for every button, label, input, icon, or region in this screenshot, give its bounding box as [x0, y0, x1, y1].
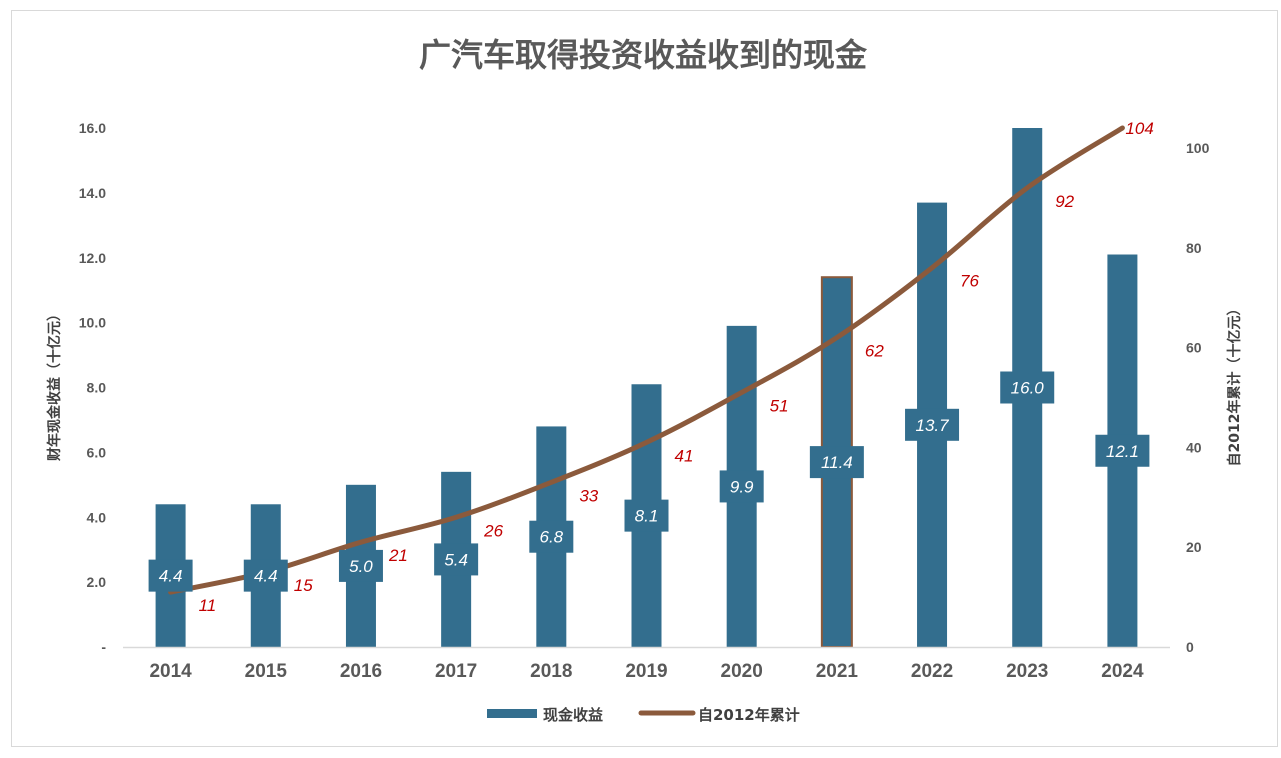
- line-data-label: 15: [294, 576, 313, 595]
- right-tick-label: 100: [1186, 140, 1210, 156]
- line-data-label: 92: [1055, 192, 1074, 211]
- cumulative-line: [168, 125, 1125, 595]
- right-axis-ticks: 0 20 40 60 80 100: [1186, 140, 1210, 655]
- bar-label-box: [148, 559, 193, 592]
- left-tick-label: 4.0: [87, 509, 107, 525]
- right-tick-label: 0: [1186, 639, 1194, 655]
- line-data-label: 11: [199, 596, 217, 615]
- x-tick-label: 2023: [1006, 661, 1048, 682]
- bar-label-text: 12.1: [1106, 442, 1139, 461]
- bar-label-text: 8.1: [635, 507, 659, 526]
- bar-data-label: 13.7: [905, 408, 960, 441]
- left-axis-ticks: - 2.0 4.0 6.0 8.0 10.0 12.0 14.0 16.0: [79, 120, 107, 655]
- left-tick-label: 16.0: [79, 120, 106, 136]
- line-data-label: 33: [579, 486, 598, 505]
- x-tick-label: 2022: [911, 661, 953, 682]
- x-tick-label: 2019: [625, 661, 667, 682]
- bar-label-text: 4.4: [159, 567, 183, 586]
- bar-label-box: [905, 408, 960, 441]
- bar-label-text: 9.9: [730, 477, 754, 496]
- left-tick-label: 2.0: [87, 574, 107, 590]
- bar-label-box: [529, 520, 574, 553]
- right-tick-label: 20: [1186, 539, 1202, 555]
- x-tick-label: 2015: [245, 661, 288, 682]
- bar-label-text: 11.4: [821, 453, 853, 472]
- right-axis-title: 自2012年累计（十亿元）: [1226, 302, 1243, 467]
- chart-title: 广汽车取得投资收益收到的现金: [419, 36, 868, 74]
- right-tick-label: 60: [1186, 340, 1202, 356]
- line-data-label: 104: [1125, 119, 1153, 138]
- right-tick-label: 40: [1186, 439, 1202, 455]
- bar-data-labels: 4.4 4.4 5.0 5.4 6.8 8.1 9.9 11.4 13.7 16.0 12.1: [148, 371, 1150, 592]
- legend-label-line: 自2012年累计: [698, 706, 800, 724]
- left-tick-label: 12.0: [79, 250, 106, 266]
- left-tick-label: 8.0: [87, 380, 107, 396]
- bar-data-label: 5.0: [338, 549, 383, 582]
- line-data-label: 26: [483, 521, 503, 540]
- bar-label-text: 5.4: [444, 550, 468, 569]
- left-axis-title: 财年现金收益（十亿元）: [46, 307, 63, 462]
- legend-label-bars: 现金收益: [543, 706, 603, 724]
- left-tick-label: 6.0: [87, 444, 107, 460]
- bar-label-box: [338, 549, 383, 582]
- bar-data-label: 4.4: [243, 559, 288, 592]
- x-tick-label: 2018: [530, 661, 572, 682]
- bar-data-label: 4.4: [148, 559, 193, 592]
- bar-series: [155, 128, 1138, 648]
- bar-label-text: 6.8: [539, 528, 563, 547]
- line-data-labels: 11 15 21 26 33 41 51 62 76 92 104: [199, 119, 1154, 615]
- x-tick-label: 2014: [149, 661, 192, 682]
- bar-label-text: 13.7: [915, 416, 949, 435]
- bar-data-label: 8.1: [624, 499, 669, 532]
- bar-data-label: 11.4: [809, 446, 864, 479]
- bar-data-label: 6.8: [529, 520, 574, 553]
- bar-label-box: [624, 499, 669, 532]
- bar-data-label: 12.1: [1095, 434, 1150, 467]
- line-series: [168, 125, 1125, 595]
- bar-data-label: 9.9: [719, 470, 764, 503]
- x-tick-label: 2024: [1101, 661, 1144, 682]
- bar-data-label: 16.0: [1000, 371, 1055, 404]
- bar-label-box: [1000, 371, 1055, 404]
- bar-label-text: 5.0: [349, 557, 373, 576]
- line-data-label: 41: [675, 446, 694, 465]
- line-data-label: 62: [865, 342, 884, 361]
- x-tick-label: 2016: [340, 661, 382, 682]
- bar-label-box: [434, 543, 479, 576]
- line-data-label: 76: [960, 272, 979, 291]
- legend: 现金收益 自2012年累计: [487, 706, 800, 724]
- bar-label-box: [809, 446, 864, 479]
- bar-data-label: 5.4: [434, 543, 479, 576]
- left-tick-label: -: [101, 639, 106, 655]
- x-tick-label: 2021: [816, 661, 859, 682]
- bar-label-box: [719, 470, 764, 503]
- x-tick-label: 2017: [435, 661, 477, 682]
- x-axis-ticks: 2014 2015 2016 2017 2018 2019 2020 2021 2022 2023…: [149, 661, 1144, 682]
- bar-label-box: [1095, 434, 1150, 467]
- right-tick-label: 80: [1186, 240, 1202, 256]
- left-tick-label: 10.0: [79, 315, 106, 331]
- bar-label-text: 4.4: [254, 567, 278, 586]
- line-data-label: 51: [770, 396, 789, 415]
- legend-swatch-bars: [487, 709, 537, 718]
- line-data-label: 21: [388, 546, 408, 565]
- left-tick-label: 14.0: [79, 185, 106, 201]
- bar-label-text: 16.0: [1011, 379, 1045, 398]
- bar-label-box: [243, 559, 288, 592]
- x-tick-label: 2020: [721, 661, 763, 682]
